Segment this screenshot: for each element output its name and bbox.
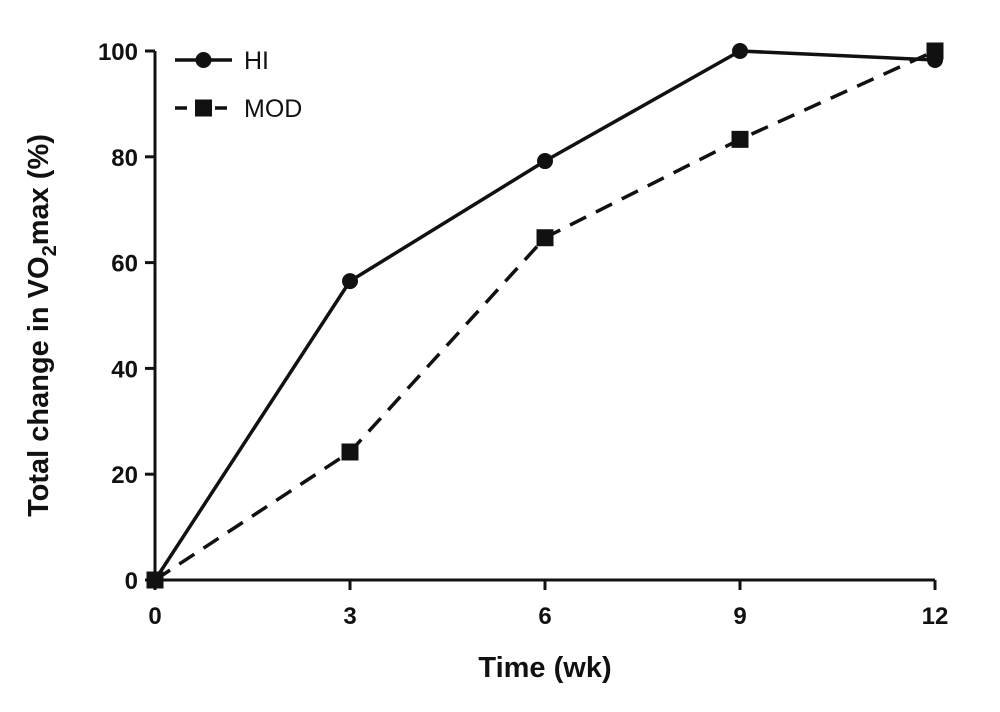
- y-tick-label: 0: [125, 568, 138, 595]
- x-ticks: 0 3 6 9 12: [148, 580, 948, 630]
- x-axis-title: Time (wk): [478, 652, 611, 684]
- y-axis-title-main: Total change in VO: [23, 256, 55, 517]
- y-ticks: 0 20 40 60 80 100: [98, 39, 155, 595]
- x-tick-label: 6: [538, 603, 551, 630]
- x-tick-label: 9: [733, 603, 746, 630]
- data-point-hi: [537, 153, 553, 170]
- legend: HI MOD: [175, 47, 302, 123]
- y-tick-label: 40: [111, 356, 138, 383]
- x-tick-label: 3: [343, 603, 356, 630]
- legend-marker-hi: [195, 52, 212, 68]
- y-tick-label: 20: [111, 462, 138, 489]
- data-point-mod: [341, 443, 359, 461]
- y-tick-label: 80: [111, 145, 138, 172]
- series-line-hi: [153, 49, 936, 581]
- series-line-mod: [154, 49, 936, 582]
- legend-marker-mod: [195, 99, 212, 117]
- data-point-mod: [146, 571, 164, 589]
- legend-label-hi: HI: [244, 47, 269, 75]
- data-point-hi: [342, 273, 358, 290]
- data-point-mod: [731, 130, 749, 148]
- x-tick-label: 12: [922, 603, 949, 630]
- data-point-mod: [536, 229, 554, 247]
- y-axis-title: Total change in VO2max (%): [23, 134, 61, 517]
- y-tick-label: 100: [98, 39, 138, 66]
- x-tick-label: 0: [148, 603, 161, 630]
- legend-label-mod: MOD: [244, 95, 302, 123]
- y-axis-title-tail: max (%): [23, 134, 55, 245]
- y-tick-label: 60: [111, 251, 138, 278]
- series-layer: [146, 42, 944, 589]
- data-point-mod: [926, 42, 944, 60]
- data-point-hi: [732, 43, 748, 59]
- y-axis-title-subscript: 2: [39, 245, 61, 256]
